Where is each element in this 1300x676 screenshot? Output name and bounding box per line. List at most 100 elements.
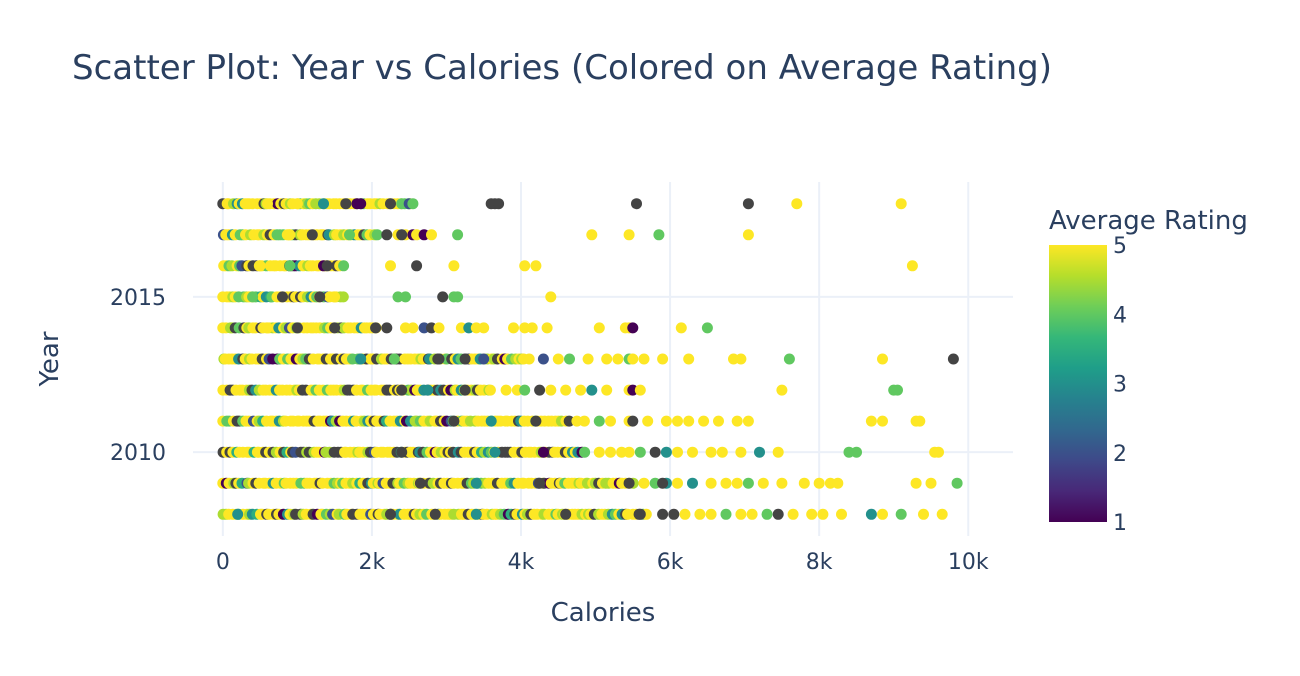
data-point <box>579 446 591 458</box>
data-point <box>787 508 799 520</box>
data-point <box>385 260 396 272</box>
data-point <box>687 477 698 489</box>
colorbar-tick-label: 3 <box>1113 373 1127 398</box>
data-point <box>761 508 773 520</box>
data-point <box>470 508 482 520</box>
colorbar: Average Rating 1 2 3 4 5 <box>1049 206 1248 536</box>
data-point <box>291 198 303 210</box>
data-point <box>593 446 605 458</box>
data-point <box>329 322 341 334</box>
data-point <box>772 508 784 520</box>
data-point <box>742 198 754 210</box>
data-point <box>534 477 546 489</box>
data-point <box>627 322 639 334</box>
data-point <box>716 446 728 458</box>
data-point <box>634 508 646 520</box>
data-point <box>605 415 616 427</box>
data-point <box>593 415 605 427</box>
data-point <box>634 384 646 396</box>
axis-ticks: 0 2k 4k 6k 8k 10k 2010 2015 <box>110 286 989 575</box>
data-point <box>284 260 296 272</box>
data-point <box>813 477 825 489</box>
data-point <box>452 291 464 303</box>
data-point <box>776 384 788 396</box>
data-point <box>627 353 639 365</box>
data-points <box>217 198 963 520</box>
data-point <box>337 291 349 303</box>
y-tick-label: 2010 <box>110 441 166 466</box>
data-point <box>705 477 717 489</box>
data-point <box>851 446 862 458</box>
data-point <box>936 508 948 520</box>
data-point <box>407 322 419 334</box>
data-point <box>563 415 575 427</box>
data-point <box>344 229 355 241</box>
data-point <box>601 384 613 396</box>
data-point <box>906 260 918 272</box>
data-point <box>262 198 273 210</box>
data-point <box>448 415 460 427</box>
data-point <box>340 198 352 210</box>
data-point <box>582 353 594 365</box>
data-point <box>675 322 687 334</box>
data-point <box>459 384 471 396</box>
data-point <box>679 508 691 520</box>
data-point <box>541 322 553 334</box>
data-point <box>772 446 784 458</box>
data-point <box>396 229 408 241</box>
data-point <box>951 477 963 489</box>
data-point <box>400 291 411 303</box>
x-tick-label: 6k <box>657 550 684 575</box>
data-point <box>705 508 717 520</box>
data-point <box>892 384 903 396</box>
colorbar-ticks: 1 2 3 4 5 <box>1113 234 1127 536</box>
data-point <box>701 322 713 334</box>
data-point <box>623 477 635 489</box>
data-point <box>370 322 382 334</box>
data-point <box>720 508 732 520</box>
data-point <box>484 384 496 396</box>
data-point <box>925 477 937 489</box>
data-point <box>545 384 557 396</box>
data-point <box>735 446 747 458</box>
data-point <box>895 198 907 210</box>
data-point <box>381 322 393 334</box>
data-point <box>277 291 288 303</box>
data-point <box>493 198 505 210</box>
colorbar-gradient <box>1049 245 1107 522</box>
data-point <box>668 508 680 520</box>
data-point <box>314 291 326 303</box>
data-point <box>291 322 303 334</box>
data-point <box>623 229 635 241</box>
data-point <box>798 477 810 489</box>
data-point <box>437 291 449 303</box>
data-point <box>623 446 635 458</box>
data-point <box>895 508 907 520</box>
data-point <box>385 508 396 520</box>
data-point <box>627 415 639 427</box>
data-point <box>534 384 546 396</box>
chart-title: Scatter Plot: Year vs Calories (Colored … <box>72 48 1053 88</box>
data-point <box>429 508 441 520</box>
data-point <box>631 198 642 210</box>
data-point <box>593 322 605 334</box>
data-point <box>422 384 434 396</box>
data-point <box>698 415 710 427</box>
data-point <box>683 353 695 365</box>
data-point <box>947 353 959 365</box>
data-point <box>806 508 818 520</box>
data-point <box>687 446 698 458</box>
x-axis-title: Calories <box>551 598 656 628</box>
data-point <box>783 353 795 365</box>
x-tick-label: 2k <box>359 550 386 575</box>
data-point <box>586 229 598 241</box>
data-point <box>601 353 613 365</box>
data-point <box>776 477 788 489</box>
data-point <box>508 322 519 334</box>
data-point <box>735 353 747 365</box>
data-point <box>612 353 624 365</box>
data-point <box>672 415 683 427</box>
data-point <box>933 446 944 458</box>
x-tick-label: 10k <box>948 550 989 575</box>
